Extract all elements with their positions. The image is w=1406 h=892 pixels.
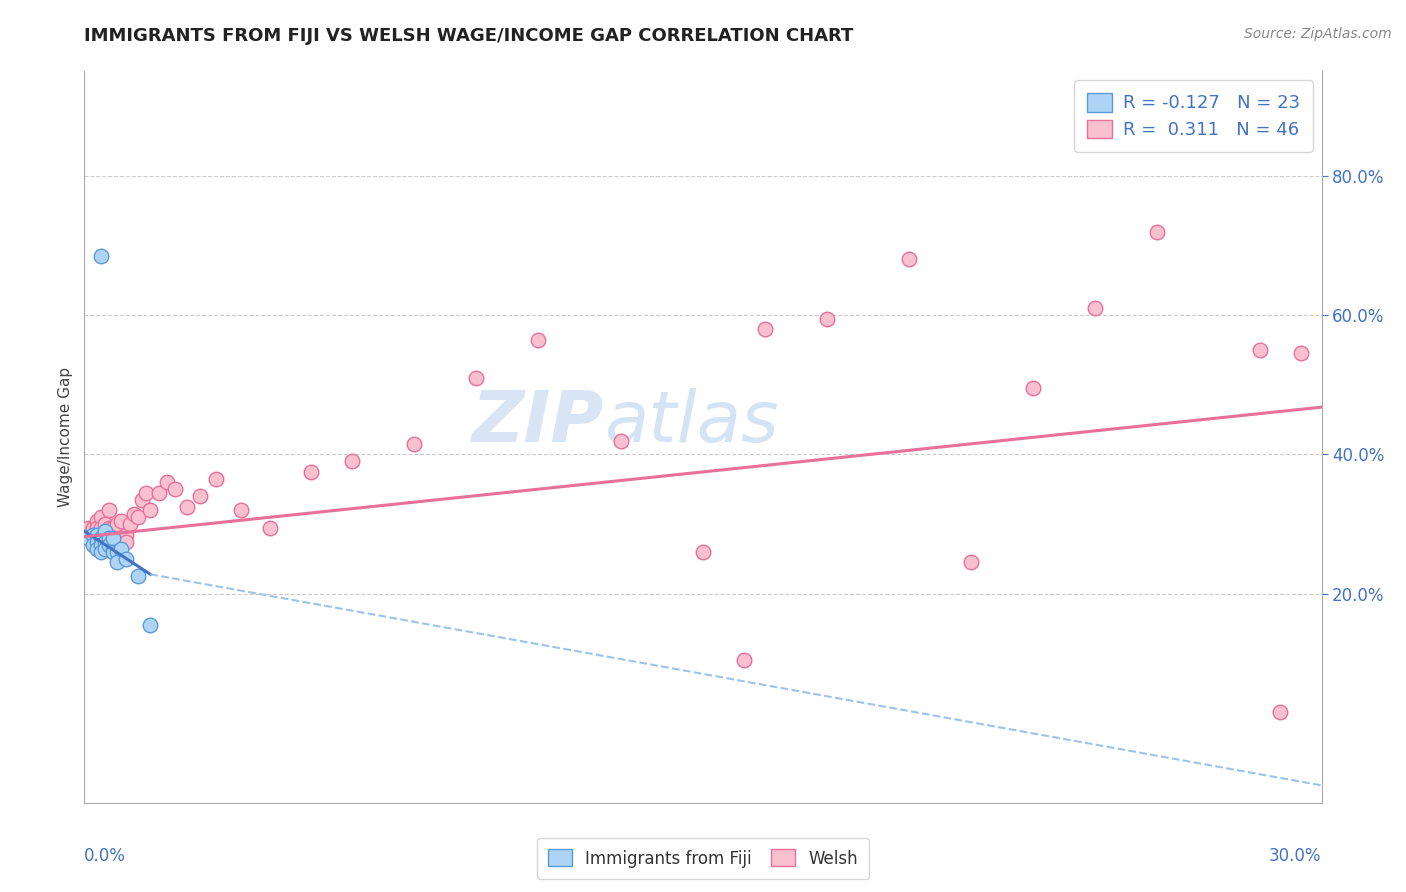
Point: [94, 517, 117, 532]
Point: [898, 252, 921, 267]
Point: [103, 541, 125, 556]
Point: [127, 510, 149, 524]
Point: [86, 541, 108, 556]
Point: [103, 521, 125, 535]
Point: [105, 517, 128, 532]
Point: [86, 527, 108, 541]
Point: [94, 534, 117, 549]
Legend: Immigrants from Fiji, Welsh: Immigrants from Fiji, Welsh: [537, 838, 869, 880]
Point: [815, 311, 838, 326]
Text: ZIP: ZIP: [472, 388, 605, 457]
Point: [86, 534, 108, 549]
Point: [733, 653, 755, 667]
Point: [176, 500, 198, 514]
Point: [82, 538, 104, 552]
Point: [205, 472, 228, 486]
Point: [960, 556, 983, 570]
Point: [114, 534, 136, 549]
Text: IMMIGRANTS FROM FIJI VS WELSH WAGE/INCOME GAP CORRELATION CHART: IMMIGRANTS FROM FIJI VS WELSH WAGE/INCOM…: [84, 27, 853, 45]
Point: [90, 545, 112, 559]
Point: [609, 434, 631, 448]
Point: [148, 485, 170, 500]
Point: [82, 527, 104, 541]
Point: [90, 521, 112, 535]
Point: [77, 521, 100, 535]
Text: 0.0%: 0.0%: [84, 847, 127, 864]
Point: [103, 531, 125, 545]
Point: [98, 531, 121, 545]
Text: atlas: atlas: [605, 388, 779, 457]
Point: [692, 545, 714, 559]
Point: [122, 507, 145, 521]
Point: [105, 545, 128, 559]
Point: [98, 538, 121, 552]
Point: [103, 545, 125, 559]
Point: [139, 618, 162, 632]
Point: [1249, 343, 1271, 357]
Point: [465, 371, 488, 385]
Point: [86, 521, 108, 535]
Legend: R = -0.127   N = 23, R =  0.311   N = 46: R = -0.127 N = 23, R = 0.311 N = 46: [1074, 80, 1313, 152]
Point: [156, 475, 179, 490]
Point: [1270, 705, 1292, 719]
Point: [229, 503, 252, 517]
Point: [754, 322, 776, 336]
Point: [94, 524, 117, 538]
Text: 30.0%: 30.0%: [1270, 847, 1322, 864]
Point: [114, 527, 136, 541]
Point: [110, 541, 132, 556]
Point: [139, 503, 162, 517]
Point: [77, 531, 100, 545]
Point: [131, 492, 153, 507]
Point: [135, 485, 157, 500]
Point: [98, 503, 121, 517]
Point: [110, 514, 132, 528]
Text: Source: ZipAtlas.com: Source: ZipAtlas.com: [1244, 27, 1392, 41]
Y-axis label: Wage/Income Gap: Wage/Income Gap: [58, 367, 73, 508]
Point: [82, 521, 104, 535]
Point: [94, 541, 117, 556]
Point: [299, 465, 322, 479]
Point: [527, 333, 550, 347]
Point: [165, 483, 187, 497]
Point: [90, 510, 112, 524]
Point: [86, 514, 108, 528]
Point: [90, 249, 112, 263]
Point: [114, 552, 136, 566]
Point: [342, 454, 364, 468]
Point: [118, 517, 141, 532]
Point: [98, 527, 121, 541]
Point: [1146, 225, 1168, 239]
Point: [94, 527, 117, 541]
Point: [98, 521, 121, 535]
Point: [90, 531, 112, 545]
Point: [90, 538, 112, 552]
Point: [259, 521, 281, 535]
Point: [1084, 301, 1107, 316]
Point: [188, 489, 211, 503]
Point: [1022, 381, 1045, 395]
Point: [1289, 346, 1312, 360]
Point: [404, 437, 426, 451]
Point: [105, 556, 128, 570]
Point: [127, 569, 149, 583]
